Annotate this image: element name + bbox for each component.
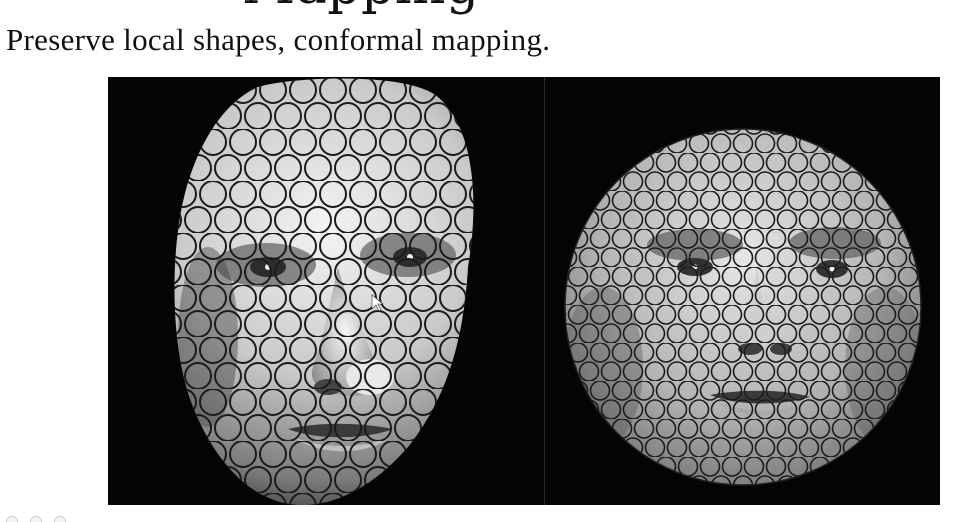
panel-divider: [544, 77, 545, 505]
slide-subtitle: Preserve local shapes, conformal mapping…: [6, 22, 551, 57]
nav-dot-icon[interactable]: [30, 516, 42, 522]
slide-nav-controls: [0, 516, 90, 522]
figure-image: [108, 77, 940, 505]
slide-title: Mapping: [242, 0, 480, 16]
nav-dot-icon[interactable]: [6, 516, 18, 522]
face-disk-panel: [545, 77, 940, 505]
face-3d-illustration: [108, 77, 544, 505]
face-3d-panel: [108, 77, 544, 505]
nav-dot-icon[interactable]: [54, 516, 66, 522]
face-disk-illustration: [545, 77, 940, 505]
